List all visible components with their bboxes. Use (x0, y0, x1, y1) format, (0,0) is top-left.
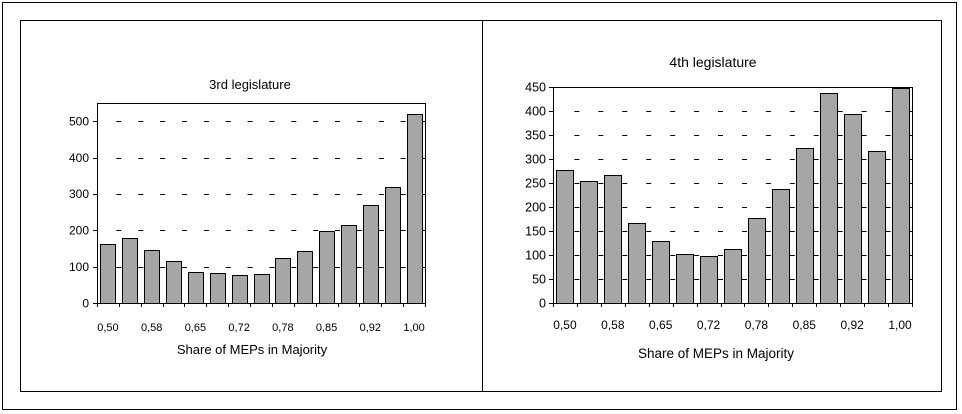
x-tick-label: 0,65 (649, 318, 673, 332)
bar (748, 218, 766, 304)
x-tick-label: 1,00 (888, 318, 912, 332)
bar (604, 175, 622, 304)
y-tick-label: 200 (69, 224, 89, 238)
x-tick-label: 0,65 (185, 322, 206, 334)
bar (676, 254, 694, 304)
y-tick-label: 250 (525, 177, 546, 191)
bar (232, 275, 248, 304)
bar (580, 181, 598, 304)
y-tick-label: 350 (525, 129, 546, 143)
bar (319, 231, 335, 304)
bar (820, 93, 838, 304)
bar (297, 251, 313, 304)
y-axis: 0 50 100 150 200 250 300 350 400 450 (525, 81, 554, 311)
y-tick-label: 500 (69, 115, 89, 129)
chart-panel-3rd-legislature: 3rd legislature 0 100 200 300 400 500 0,50 0,5… (20, 20, 483, 392)
y-tick-label: 450 (525, 81, 546, 95)
plot-frame (553, 87, 913, 304)
x-tick-label: 0,50 (97, 322, 118, 334)
bar-chart-4th-legislature: 4th legislature 0 50 100 150 200 250 300 350 400… (525, 54, 913, 361)
x-axis: 0,50 0,58 0,65 0,72 0,78 0,85 0,92 1,00 (97, 303, 426, 334)
gridlines (574, 111, 912, 280)
bar (868, 151, 886, 304)
bars (100, 114, 423, 304)
x-tick-label: 1,00 (403, 322, 424, 334)
x-tick-label: 0,58 (601, 318, 625, 332)
chart-title: 3rd legislature (209, 77, 291, 92)
plot-area-border (97, 103, 426, 304)
chart-panel-4th-legislature: 4th legislature 0 50 100 150 200 250 300 350 400… (482, 20, 942, 392)
bar (100, 244, 116, 304)
y-tick-label: 400 (525, 105, 546, 119)
bar (122, 238, 138, 304)
bar (407, 114, 423, 304)
bar (892, 88, 910, 304)
plot-frame (97, 103, 426, 304)
x-tick-label: 0,92 (840, 318, 864, 332)
x-tick-label: 0,72 (697, 318, 721, 332)
chart-title: 4th legislature (669, 54, 756, 70)
bar (556, 170, 574, 304)
bar (628, 223, 646, 304)
x-tick-label: 0,92 (360, 322, 381, 334)
y-tick-label: 100 (69, 260, 89, 274)
bar (166, 261, 182, 304)
x-tick-label: 0,72 (228, 322, 249, 334)
bar (385, 187, 401, 304)
plot-area-border (553, 87, 913, 304)
bar (796, 148, 814, 304)
bar (363, 205, 379, 304)
x-tick-label: 0,78 (272, 322, 293, 334)
bar (144, 250, 160, 304)
bar (844, 114, 862, 304)
bar (341, 225, 357, 304)
x-tick-label: 0,58 (141, 322, 162, 334)
bar (275, 258, 291, 304)
bar (188, 272, 204, 304)
y-tick-label: 100 (525, 249, 546, 263)
y-tick-label: 300 (525, 153, 546, 167)
x-axis-label: Share of MEPs in Majority (638, 346, 794, 361)
bar (724, 249, 742, 304)
bar (772, 189, 790, 304)
bar (652, 241, 670, 304)
y-tick-label: 200 (525, 201, 546, 215)
bar (210, 273, 226, 304)
x-axis: 0,50 0,58 0,65 0,72 0,78 0,85 0,92 1,00 (553, 303, 913, 332)
y-tick-label: 150 (525, 225, 546, 239)
gridlines (116, 121, 425, 268)
bar (700, 256, 718, 304)
x-axis-label: Share of MEPs in Majority (177, 342, 328, 357)
bar (254, 274, 270, 304)
x-tick-label: 0,50 (553, 318, 577, 332)
y-axis: 0 100 200 300 400 500 (69, 115, 98, 310)
bars (556, 88, 910, 304)
figure-frame (2, 2, 957, 410)
x-tick-label: 0,78 (745, 318, 769, 332)
y-tick-label: 400 (69, 151, 89, 165)
y-tick-label: 300 (69, 187, 89, 201)
y-tick-label: 50 (532, 273, 546, 287)
y-tick-label: 0 (82, 296, 89, 310)
y-tick-label: 0 (539, 297, 546, 311)
x-tick-label: 0,85 (793, 318, 817, 332)
x-tick-label: 0,85 (316, 322, 337, 334)
